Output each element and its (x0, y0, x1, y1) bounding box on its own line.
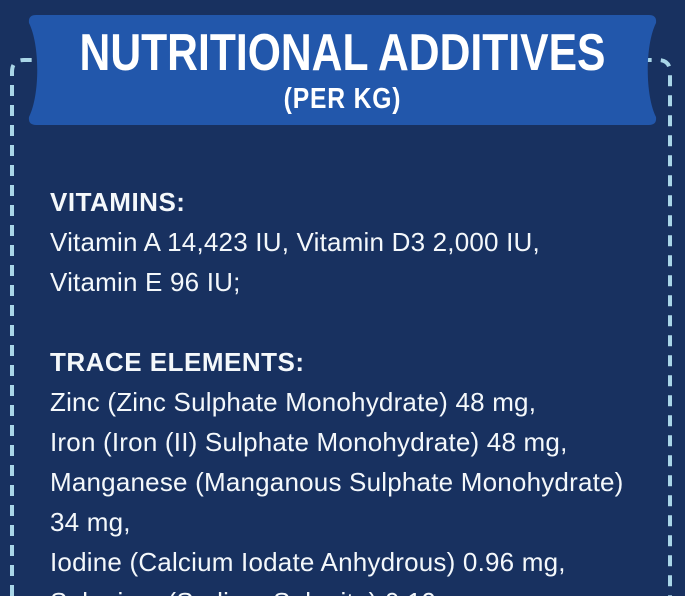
banner-subtitle: (PER KG) (283, 83, 402, 115)
trace-element-line: Manganese (Manganous Sulphate Monohydrat… (50, 467, 624, 537)
trace-element-line: Iodine (Calcium Iodate Anhydrous) 0.96 m… (50, 547, 566, 577)
trace-element-line: Selenium (Sodium Selenite) 0.19 mg (50, 582, 650, 596)
label-body: VITAMINS: Vitamin A 14,423 IU, Vitamin D… (50, 182, 650, 596)
vitamins-section: VITAMINS: Vitamin A 14,423 IU, Vitamin D… (50, 182, 650, 302)
trace-element-line: Iron (Iron (II) Sulphate Monohydrate) 48… (50, 427, 568, 457)
banner-title: NUTRITIONAL ADDITIVES (79, 24, 606, 82)
trace-element-line: Zinc (Zinc Sulphate Monohydrate) 48 mg, (50, 387, 537, 417)
trace-elements-section: TRACE ELEMENTS: Zinc (Zinc Sulphate Mono… (50, 342, 650, 596)
vitamins-line: Vitamin E 96 IU; (50, 267, 241, 297)
vitamins-heading: VITAMINS: (50, 187, 186, 217)
vitamins-line: Vitamin A 14,423 IU, Vitamin D3 2,000 IU… (50, 227, 540, 257)
trace-elements-heading: TRACE ELEMENTS: (50, 347, 305, 377)
